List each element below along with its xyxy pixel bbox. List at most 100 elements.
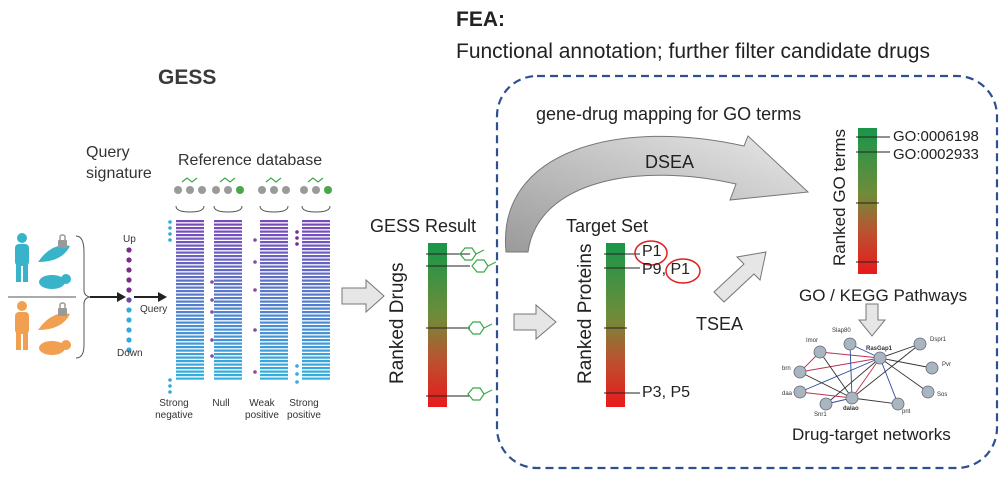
reference-bar — [176, 307, 204, 310]
query-dot — [126, 327, 132, 333]
dsea-label: DSEA — [645, 152, 695, 172]
reference-bar — [302, 248, 330, 251]
drug-target-networks-label: Drug-target networks — [792, 425, 951, 444]
reference-bar — [260, 367, 288, 370]
reference-bar — [260, 335, 288, 338]
reference-bar — [260, 300, 288, 303]
reference-bar — [214, 346, 242, 349]
reference-bar — [214, 314, 242, 317]
protein-label-p1: P1 — [642, 243, 662, 260]
network-node — [913, 337, 927, 351]
reference-bar — [302, 349, 330, 352]
query-dot — [126, 287, 132, 293]
network-node-label: dalao — [843, 406, 859, 412]
sphere-icon — [270, 186, 278, 194]
reference-bar — [260, 346, 288, 349]
reference-dot — [295, 236, 299, 240]
reference-bar — [260, 363, 288, 366]
fea-dashed-box — [495, 74, 999, 470]
sphere-icon — [174, 186, 182, 194]
reference-dot — [168, 384, 172, 388]
reference-dot — [168, 226, 172, 230]
ranked-proteins-ticks — [604, 253, 640, 394]
reference-bar — [176, 265, 204, 268]
reference-bar — [214, 293, 242, 296]
column-label-line1: Strong — [159, 398, 189, 409]
left-brace — [75, 235, 91, 359]
reference-bar — [176, 377, 204, 380]
mouse-icon-blue — [39, 274, 71, 289]
reference-bar — [302, 367, 330, 370]
reference-bar — [260, 223, 288, 226]
reference-bar — [176, 269, 204, 272]
reference-bar — [302, 265, 330, 268]
protein-label-p9-p1: P9, P1 — [642, 261, 690, 279]
reference-bar — [302, 286, 330, 289]
reference-bar — [176, 335, 204, 338]
cell-icon-blue — [38, 245, 70, 262]
reference-bar — [176, 258, 204, 261]
reference-bar — [176, 360, 204, 363]
fea-title: FEA: — [456, 8, 505, 31]
column-brace — [259, 205, 289, 213]
reference-bar — [302, 307, 330, 310]
reference-bar — [176, 318, 204, 321]
sphere-icon — [198, 186, 206, 194]
reference-bar — [260, 356, 288, 359]
reference-bar — [260, 244, 288, 247]
sphere-icon — [300, 186, 308, 194]
network-node — [921, 385, 935, 399]
reference-bar — [260, 255, 288, 258]
reference-bar — [214, 349, 242, 352]
reference-bar — [214, 374, 242, 377]
reference-bar — [214, 258, 242, 261]
reference-bar — [260, 290, 288, 293]
ranked-go-terms-bar — [858, 128, 877, 274]
reference-bar — [260, 272, 288, 275]
tsea-arrow — [713, 251, 767, 303]
reference-column — [260, 220, 288, 380]
reference-bar — [176, 290, 204, 293]
reference-bar — [176, 255, 204, 258]
reference-bar — [302, 241, 330, 244]
reference-bar — [176, 279, 204, 282]
reference-bar — [214, 269, 242, 272]
reference-bar — [176, 325, 204, 328]
reference-bar — [302, 332, 330, 335]
p1-highlight-circle-second — [665, 258, 701, 284]
column-label-line1: Null — [212, 398, 230, 409]
reference-bar — [214, 237, 242, 240]
reference-bar — [176, 367, 204, 370]
reference-dot — [210, 280, 214, 284]
reference-bar — [214, 367, 242, 370]
drug-molecule-icon — [467, 321, 493, 335]
reference-bar — [214, 234, 242, 237]
sphere-icon — [312, 186, 320, 194]
network-node-label: Sos — [937, 392, 948, 398]
reference-bar — [176, 241, 204, 244]
reference-bar — [260, 279, 288, 282]
reference-bar — [176, 272, 204, 275]
go-term-2: GO:0002933 — [893, 146, 979, 163]
mouse-icon-orange — [39, 340, 71, 355]
query-signature-line1: Query — [86, 144, 130, 161]
reference-bar — [260, 307, 288, 310]
gene-drug-mapping-label: gene-drug mapping for GO terms — [536, 104, 802, 124]
tsea-label: TSEA — [696, 314, 744, 334]
reference-drug-icons — [174, 177, 332, 213]
column-brace — [301, 205, 331, 213]
reference-bar — [176, 283, 204, 286]
column-brace — [213, 205, 243, 213]
reference-bar — [176, 370, 204, 373]
reference-bar — [260, 304, 288, 307]
network-node-label: brn — [782, 366, 791, 372]
reference-bar — [176, 346, 204, 349]
reference-bar — [214, 262, 242, 265]
reference-bar — [302, 293, 330, 296]
reference-bar — [176, 353, 204, 356]
p1-highlight-circle-top — [634, 240, 668, 266]
column-brace — [175, 205, 205, 213]
column-label-line2: negative — [155, 410, 193, 421]
network-node — [793, 385, 807, 399]
